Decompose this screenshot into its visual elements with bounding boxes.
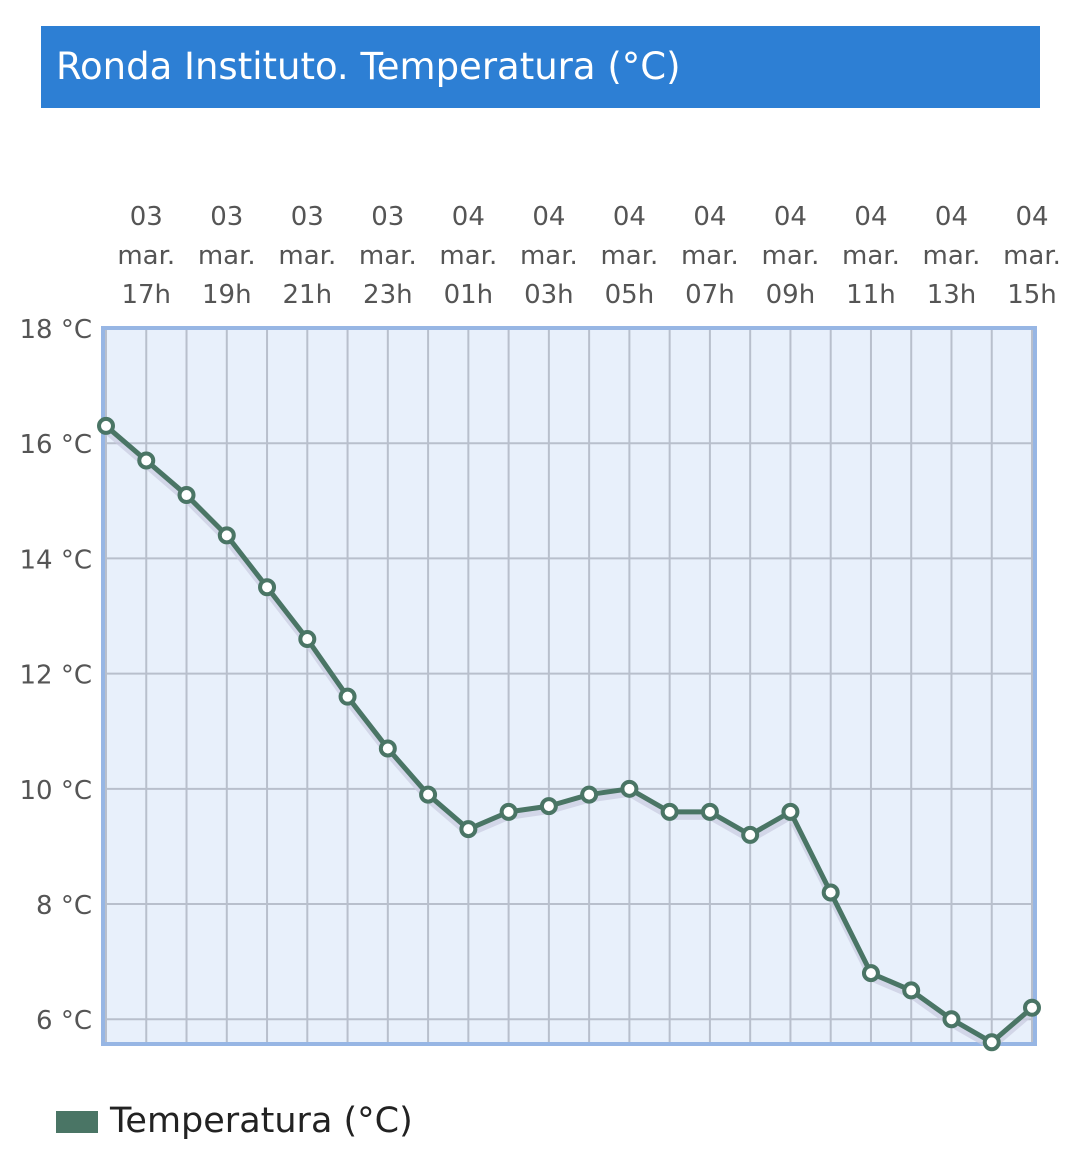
data-point bbox=[378, 739, 397, 758]
x-tick-label: 03 mar. 19h bbox=[197, 202, 256, 310]
x-tick-label: 04 mar. 03h bbox=[519, 202, 578, 310]
data-point bbox=[499, 802, 518, 821]
legend-label: Temperatura (°C) bbox=[109, 1101, 413, 1141]
x-tick-label: 04 mar. 01h bbox=[439, 202, 498, 310]
x-tick-label: 03 mar. 21h bbox=[278, 202, 337, 310]
y-tick-label: 6 °C bbox=[36, 1006, 92, 1036]
x-tick-label: 03 mar. 17h bbox=[117, 202, 176, 310]
data-point bbox=[419, 785, 438, 804]
data-point bbox=[137, 451, 156, 470]
data-point bbox=[902, 981, 921, 1000]
data-point bbox=[338, 687, 357, 706]
plot-border bbox=[101, 326, 1037, 1046]
data-point bbox=[942, 1010, 961, 1029]
data-point bbox=[700, 802, 719, 821]
data-point bbox=[660, 802, 679, 821]
data-point bbox=[580, 785, 599, 804]
data-point bbox=[258, 578, 277, 597]
x-tick-label: 04 mar. 13h bbox=[922, 202, 981, 310]
data-point bbox=[982, 1033, 1001, 1052]
data-point bbox=[97, 416, 115, 435]
data-point bbox=[1023, 998, 1041, 1017]
x-tick-label: 04 mar. 05h bbox=[600, 202, 659, 310]
chart-title: Ronda Instituto. Temperatura (°C) bbox=[41, 26, 1040, 108]
y-tick-label: 18 °C bbox=[19, 315, 92, 345]
y-tick-label: 8 °C bbox=[36, 891, 92, 921]
y-tick-label: 16 °C bbox=[19, 430, 92, 460]
y-tick-label: 14 °C bbox=[19, 545, 92, 575]
data-point bbox=[177, 486, 196, 505]
x-tick-label: 03 mar. 23h bbox=[358, 202, 417, 310]
data-point bbox=[741, 825, 760, 844]
data-point bbox=[298, 630, 317, 649]
x-tick-label: 04 mar. 07h bbox=[680, 202, 739, 310]
data-point bbox=[620, 779, 639, 798]
data-point bbox=[539, 797, 558, 816]
legend-swatch bbox=[56, 1111, 98, 1133]
x-tick-label: 04 mar. 15h bbox=[1003, 202, 1061, 310]
data-point bbox=[459, 820, 478, 839]
y-tick-label: 10 °C bbox=[19, 776, 92, 806]
data-point bbox=[781, 802, 800, 821]
y-tick-label: 12 °C bbox=[19, 661, 92, 691]
data-point bbox=[821, 883, 840, 902]
x-tick-label: 04 mar. 11h bbox=[842, 202, 900, 310]
plot-area bbox=[103, 328, 1035, 1044]
x-tick-label: 04 mar. 09h bbox=[761, 202, 820, 310]
data-point bbox=[217, 526, 236, 545]
data-point bbox=[861, 964, 880, 983]
